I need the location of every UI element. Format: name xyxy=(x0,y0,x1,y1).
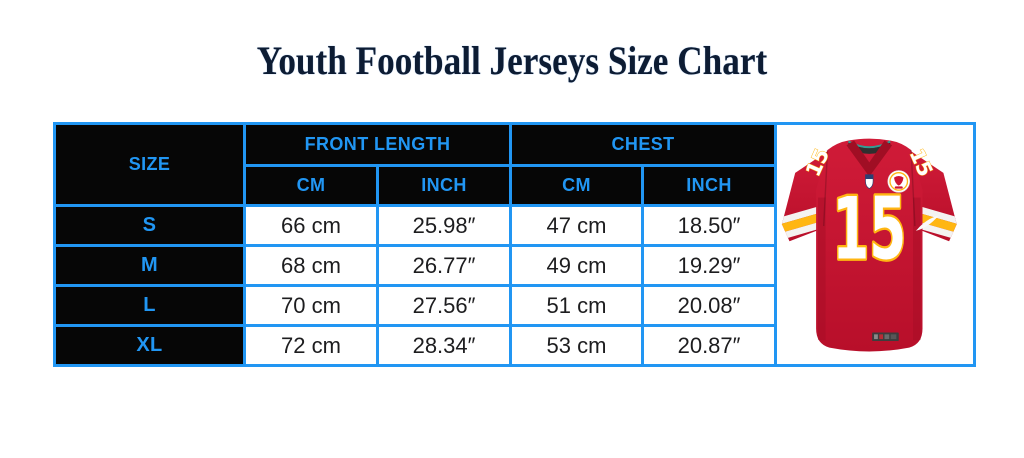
chest-cm-value: 49 cm xyxy=(509,244,645,287)
front-length-cm-value: 66 cm xyxy=(243,204,379,247)
column-header-front-length: FRONT LENGTH xyxy=(242,122,513,167)
subheader-front-inch: INCH xyxy=(375,164,513,207)
jock-tag xyxy=(872,331,899,341)
jersey-number: 15 xyxy=(832,180,906,279)
subheader-chest-inch: INCH xyxy=(641,164,778,207)
front-length-cm-value: 68 cm xyxy=(243,244,379,287)
column-header-size: SIZE xyxy=(53,122,246,207)
side-mesh-panel xyxy=(913,197,921,340)
nfl-shield-icon xyxy=(865,173,874,189)
front-length-inch-value: 28.34″ xyxy=(375,324,513,367)
sleeve-seam xyxy=(823,149,829,226)
sleeve-seam xyxy=(910,149,916,226)
size-label: XL xyxy=(53,324,246,367)
team-patch-icon xyxy=(887,169,910,193)
subheader-front-cm: CM xyxy=(243,164,379,207)
size-label: L xyxy=(53,284,246,327)
front-length-inch-value: 25.98″ xyxy=(375,204,513,247)
nike-swoosh-icon xyxy=(915,215,939,231)
v-neck-ribbing xyxy=(846,140,893,177)
table-row: L 70 cm 27.56″ 51 cm 20.08″ xyxy=(53,284,975,327)
table-row: XL 72 cm 28.34″ 53 cm 20.87″ xyxy=(53,324,975,367)
chest-cm-value: 47 cm xyxy=(509,204,645,247)
page-title-text: Youth Football Jerseys Size Chart xyxy=(256,38,768,83)
table-row: M 68 cm 26.77″ 49 cm 19.29″ xyxy=(53,244,975,287)
page-title: Youth Football Jerseys Size Chart xyxy=(0,40,1024,82)
chest-inch-value: 18.50″ xyxy=(641,204,778,247)
chest-cm-value: 51 cm xyxy=(509,284,645,327)
subheader-chest-cm: CM xyxy=(509,164,645,207)
front-length-cm-value: 72 cm xyxy=(243,324,379,367)
front-length-inch-value: 27.56″ xyxy=(375,284,513,327)
chest-inch-value: 20.87″ xyxy=(641,324,778,367)
column-header-chest: CHEST xyxy=(509,122,778,167)
jersey-image-cell: 15 15 15 xyxy=(774,122,977,367)
chest-inch-value: 20.08″ xyxy=(641,284,778,327)
header-row-units: CM INCH CM INCH xyxy=(55,164,975,207)
side-mesh-panel xyxy=(818,197,826,340)
front-length-cm-value: 70 cm xyxy=(243,284,379,327)
header-row-groups: SIZE FRONT LENGTH CHEST xyxy=(53,122,977,367)
table-row: S 66 cm 25.98″ 47 cm 18.50″ xyxy=(53,204,975,247)
size-chart-table: SIZE FRONT LENGTH CHEST xyxy=(53,122,977,367)
size-label: S xyxy=(53,204,246,247)
size-label: M xyxy=(53,244,246,287)
chest-inch-value: 19.29″ xyxy=(641,244,778,287)
chest-cm-value: 53 cm xyxy=(509,324,645,367)
jersey-photo: 15 15 15 xyxy=(781,138,957,351)
front-length-inch-value: 26.77″ xyxy=(375,244,513,287)
